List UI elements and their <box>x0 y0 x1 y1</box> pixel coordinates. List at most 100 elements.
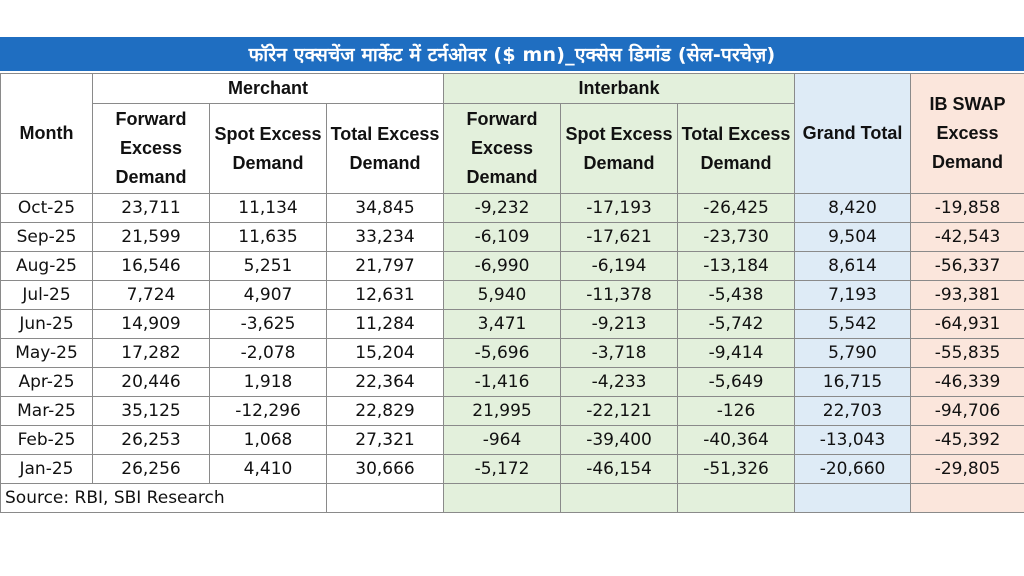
cell-merchant-forward: 21,599 <box>92 222 210 252</box>
cell-grand-total: 22,703 <box>794 396 912 426</box>
cell-interbank-total: -13,184 <box>677 251 796 281</box>
header-grand-total: Grand Total <box>794 73 912 194</box>
cell-month: Aug-25 <box>0 251 93 281</box>
table-row: Jun-25 14,909 -3,625 11,284 3,471 -9,213 -5,74… <box>0 309 1024 339</box>
cell-merchant-spot: 1,068 <box>209 425 327 455</box>
cell-interbank-forward: -1,416 <box>443 367 562 397</box>
cell-interbank-forward: 3,471 <box>443 309 562 339</box>
cell-interbank-total: -9,414 <box>677 338 796 368</box>
cell-month: Oct-25 <box>0 193 93 223</box>
cell-interbank-forward: 5,940 <box>443 280 562 310</box>
cell-interbank-spot: -46,154 <box>560 454 679 484</box>
table-body: Oct-25 23,711 11,134 34,845 -9,232 -17,193 -26… <box>0 193 1024 484</box>
cell-ib-swap: -42,543 <box>910 222 1024 252</box>
table-title: फॉरेन एक्सचेंज मार्केट में टर्नओवर ($ mn… <box>0 37 1024 71</box>
cell-interbank-spot: -11,378 <box>560 280 679 310</box>
footer-cell <box>443 483 562 513</box>
cell-merchant-spot: 11,635 <box>209 222 327 252</box>
cell-merchant-total: 34,845 <box>325 193 445 223</box>
cell-grand-total: -20,660 <box>794 454 912 484</box>
group-merchant: Merchant <box>91 73 445 104</box>
cell-grand-total: 5,542 <box>794 309 912 339</box>
cell-interbank-forward: -6,990 <box>443 251 562 281</box>
cell-interbank-spot: -3,718 <box>560 338 679 368</box>
cell-interbank-total: -126 <box>677 396 796 426</box>
cell-merchant-spot: 4,907 <box>209 280 327 310</box>
cell-ib-swap: -29,805 <box>910 454 1024 484</box>
cell-interbank-spot: -4,233 <box>560 367 679 397</box>
cell-interbank-spot: -9,213 <box>560 309 679 339</box>
cell-interbank-total: -26,425 <box>677 193 796 223</box>
cell-merchant-spot: 11,134 <box>209 193 327 223</box>
table-row: May-25 17,282 -2,078 15,204 -5,696 -3,718 -9,4… <box>0 338 1024 368</box>
cell-merchant-spot: -2,078 <box>209 338 327 368</box>
header-interbank-forward: Forward Excess Demand <box>443 103 562 194</box>
cell-interbank-spot: -6,194 <box>560 251 679 281</box>
cell-interbank-total: -5,649 <box>677 367 796 397</box>
cell-month: Feb-25 <box>0 425 93 455</box>
header-month: Month <box>0 73 93 194</box>
cell-merchant-forward: 23,711 <box>92 193 210 223</box>
cell-merchant-total: 22,364 <box>325 367 445 397</box>
cell-merchant-total: 27,321 <box>325 425 445 455</box>
cell-grand-total: 5,790 <box>794 338 912 368</box>
cell-ib-swap: -64,931 <box>910 309 1024 339</box>
cell-interbank-spot: -17,621 <box>560 222 679 252</box>
cell-merchant-spot: 4,410 <box>209 454 327 484</box>
cell-month: Sep-25 <box>0 222 93 252</box>
cell-interbank-spot: -39,400 <box>560 425 679 455</box>
footer-cell <box>677 483 796 513</box>
group-interbank: Interbank <box>443 73 796 104</box>
cell-grand-total: 16,715 <box>794 367 912 397</box>
footer-cell <box>910 483 1024 513</box>
cell-ib-swap: -45,392 <box>910 425 1024 455</box>
forex-turnover-table: Month Merchant Interbank Grand Total IB … <box>0 73 1024 513</box>
cell-merchant-forward: 35,125 <box>92 396 210 426</box>
cell-merchant-total: 12,631 <box>325 280 445 310</box>
cell-merchant-total: 15,204 <box>325 338 445 368</box>
cell-grand-total: 8,420 <box>794 193 912 223</box>
table-row: Oct-25 23,711 11,134 34,845 -9,232 -17,193 -26… <box>0 193 1024 223</box>
cell-month: Jul-25 <box>0 280 93 310</box>
table-row: Aug-25 16,546 5,251 21,797 -6,990 -6,194 -13,1… <box>0 251 1024 281</box>
table-row: Feb-25 26,253 1,068 27,321 -964 -39,400 -40,36… <box>0 425 1024 455</box>
cell-merchant-forward: 26,253 <box>92 425 210 455</box>
header-merchant-forward: Forward Excess Demand <box>92 103 210 194</box>
cell-interbank-forward: -5,696 <box>443 338 562 368</box>
cell-month: Mar-25 <box>0 396 93 426</box>
cell-month: May-25 <box>0 338 93 368</box>
cell-merchant-forward: 16,546 <box>92 251 210 281</box>
table-row: Apr-25 20,446 1,918 22,364 -1,416 -4,233 -5,64… <box>0 367 1024 397</box>
footer-cell <box>560 483 679 513</box>
cell-interbank-forward: 21,995 <box>443 396 562 426</box>
table-row: Sep-25 21,599 11,635 33,234 -6,109 -17,621 -23… <box>0 222 1024 252</box>
cell-merchant-spot: -3,625 <box>209 309 327 339</box>
cell-merchant-forward: 17,282 <box>92 338 210 368</box>
cell-merchant-spot: 5,251 <box>209 251 327 281</box>
table-row: Jul-25 7,724 4,907 12,631 5,940 -11,378 -5,438… <box>0 280 1024 310</box>
cell-interbank-forward: -9,232 <box>443 193 562 223</box>
cell-interbank-forward: -5,172 <box>443 454 562 484</box>
cell-merchant-forward: 20,446 <box>92 367 210 397</box>
cell-merchant-total: 33,234 <box>325 222 445 252</box>
footer-cell <box>794 483 912 513</box>
cell-merchant-total: 22,829 <box>325 396 445 426</box>
header-interbank-total: Total Excess Demand <box>677 103 796 194</box>
cell-interbank-spot: -22,121 <box>560 396 679 426</box>
cell-ib-swap: -93,381 <box>910 280 1024 310</box>
cell-month: Jun-25 <box>0 309 93 339</box>
cell-interbank-total: -5,742 <box>677 309 796 339</box>
header-interbank-spot: Spot Excess Demand <box>560 103 679 194</box>
cell-merchant-forward: 26,256 <box>92 454 210 484</box>
cell-interbank-total: -5,438 <box>677 280 796 310</box>
cell-merchant-total: 30,666 <box>325 454 445 484</box>
cell-ib-swap: -46,339 <box>910 367 1024 397</box>
cell-interbank-forward: -964 <box>443 425 562 455</box>
source-note: Source: RBI, SBI Research <box>0 483 327 513</box>
table-row: Mar-25 35,125 -12,296 22,829 21,995 -22,121 -1… <box>0 396 1024 426</box>
cell-grand-total: -13,043 <box>794 425 912 455</box>
cell-grand-total: 7,193 <box>794 280 912 310</box>
cell-month: Jan-25 <box>0 454 93 484</box>
cell-interbank-total: -40,364 <box>677 425 796 455</box>
cell-merchant-total: 21,797 <box>325 251 445 281</box>
